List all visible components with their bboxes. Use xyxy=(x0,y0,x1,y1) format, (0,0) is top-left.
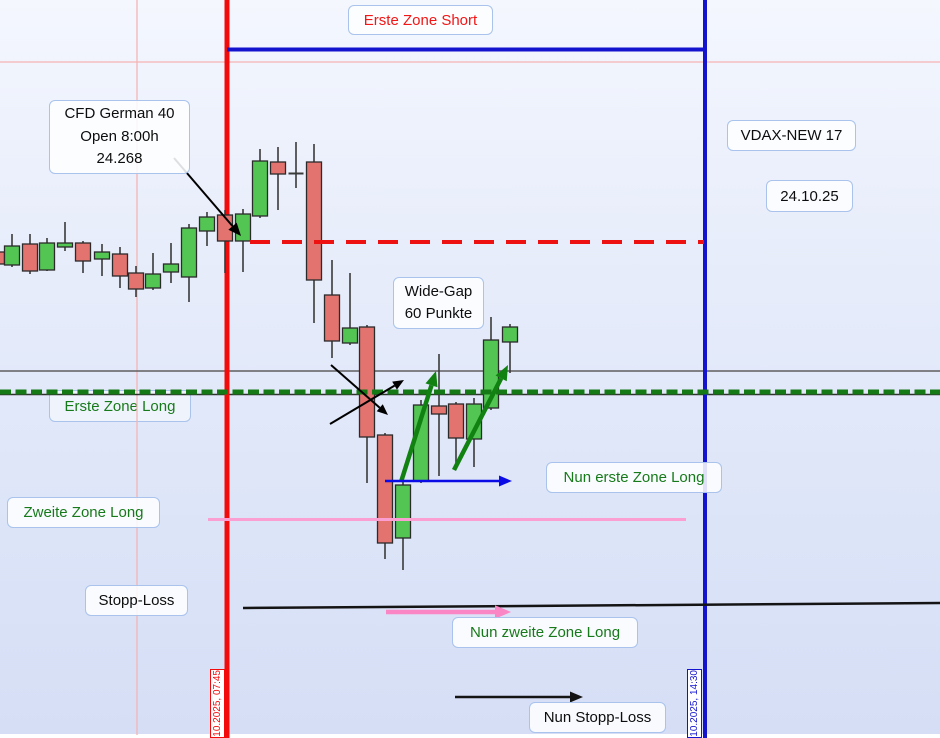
stopp-loss-label: Stopp-Loss xyxy=(85,585,188,616)
vdax-label: VDAX-NEW 17 xyxy=(727,120,856,151)
cfd-open-info-label: CFD German 40 Open 8:00h 24.268 xyxy=(49,100,190,174)
cross-arrow-up-head xyxy=(392,380,404,390)
nun-zweite-zone-long-label: Nun zweite Zone Long xyxy=(452,617,638,648)
wide-gap-line1: Wide-Gap xyxy=(404,282,473,300)
stopp-loss-line xyxy=(242,601,940,610)
bear-candle xyxy=(323,294,341,342)
cfd-open-time-text: Open 8:00h xyxy=(80,127,159,145)
bull-candle xyxy=(501,326,519,343)
session-close-time-tag: 10.2025, 14:30 xyxy=(687,669,702,738)
bear-candle xyxy=(21,243,39,272)
trade-date-label: 24.10.25 xyxy=(766,180,853,212)
cfd-open-price-text: 24.268 xyxy=(96,150,143,168)
bear-candle xyxy=(0,251,6,265)
wide-gap-line2: 60 Punkte xyxy=(404,305,473,322)
nun-stopp-loss-label: Nun Stopp-Loss xyxy=(529,702,666,733)
bull-candle xyxy=(465,403,483,440)
cfd-instrument-text: CFD German 40 xyxy=(64,105,175,123)
bull-candle xyxy=(144,273,162,289)
green-up-arrow-2 xyxy=(451,377,504,472)
chart-bottom-margin xyxy=(0,734,940,738)
bear-candle xyxy=(376,434,394,544)
bear-candle xyxy=(447,403,465,439)
bull-candle xyxy=(38,242,56,271)
nun-stopp-loss-text: Nun Stopp-Loss xyxy=(543,709,652,726)
bull-candle xyxy=(3,245,21,266)
bear-candle xyxy=(111,253,129,277)
nun-zweite-zone-arrow-head xyxy=(495,605,511,619)
zweite-zone-long-label: Zweite Zone Long xyxy=(7,497,160,528)
vdax-text: VDAX-NEW 17 xyxy=(740,127,843,144)
nun-erste-zone-long-text: Nun erste Zone Long xyxy=(563,469,705,486)
cross-arrow-up xyxy=(329,384,396,425)
cfd-pointer-arrow-head xyxy=(228,222,241,236)
cross-arrow-down xyxy=(330,364,381,409)
bull-candle xyxy=(394,484,412,539)
erste-zone-short-text: Erste Zone Short xyxy=(363,11,478,29)
bull-candle xyxy=(162,263,180,273)
bear-candle xyxy=(74,242,92,262)
bear-candle xyxy=(269,161,287,175)
session-open-time-tag: 10.2025, 07:45 xyxy=(210,669,225,738)
bull-candle xyxy=(56,242,74,248)
nun-stopp-loss-arrow-head xyxy=(570,691,583,703)
bull-candle xyxy=(198,216,216,232)
bull-candle xyxy=(180,227,198,278)
nun-erste-zone-long-label: Nun erste Zone Long xyxy=(546,462,722,493)
bull-candle xyxy=(341,327,359,344)
green-up-arrow-1-head xyxy=(425,371,438,388)
green-up-arrow-1 xyxy=(398,384,434,483)
erste-zone-short-label: Erste Zone Short xyxy=(348,5,493,35)
wide-gap-label: Wide-Gap 60 Punkte xyxy=(393,277,484,329)
session-close-time-text: 10.2025, 14:30 xyxy=(689,670,700,737)
bear-candle xyxy=(127,272,145,290)
trade-date-text: 24.10.25 xyxy=(780,187,839,205)
bull-candle xyxy=(251,160,269,217)
green-up-arrow-2-head xyxy=(495,365,508,382)
bear-candle xyxy=(305,161,323,281)
zweite-zone-long-text: Zweite Zone Long xyxy=(23,504,144,521)
erste-zone-long-label: Erste Zone Long xyxy=(49,390,191,422)
nun-zweite-zone-long-text: Nun zweite Zone Long xyxy=(469,624,621,641)
nun-erste-zone-arrow-head xyxy=(499,475,512,487)
bear-candle xyxy=(358,326,376,438)
stopp-loss-text: Stopp-Loss xyxy=(98,592,175,609)
erste-zone-long-text: Erste Zone Long xyxy=(64,397,176,415)
bull-candle xyxy=(93,251,111,260)
bear-candle xyxy=(430,405,448,415)
cross-arrow-down-head xyxy=(376,404,388,415)
session-open-time-text: 10.2025, 07:45 xyxy=(212,670,223,737)
